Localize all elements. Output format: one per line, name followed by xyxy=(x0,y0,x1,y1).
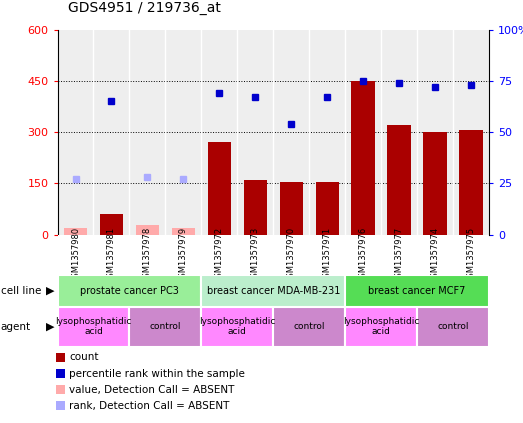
Bar xyxy=(459,130,483,235)
Text: breast cancer MCF7: breast cancer MCF7 xyxy=(368,286,466,296)
Text: breast cancer MDA-MB-231: breast cancer MDA-MB-231 xyxy=(207,286,340,296)
Text: GSM1357978: GSM1357978 xyxy=(143,227,152,283)
Text: cell line: cell line xyxy=(1,286,41,296)
Text: agent: agent xyxy=(1,322,31,332)
Bar xyxy=(315,182,339,235)
Text: lysophosphatidic
acid: lysophosphatidic acid xyxy=(55,317,132,336)
Bar xyxy=(58,307,129,347)
Text: control: control xyxy=(150,322,181,331)
Text: lysophosphatidic
acid: lysophosphatidic acid xyxy=(199,317,276,336)
Text: control: control xyxy=(437,322,469,331)
Bar xyxy=(208,143,231,235)
Text: percentile rank within the sample: percentile rank within the sample xyxy=(69,368,245,379)
Bar xyxy=(424,132,447,235)
Text: GSM1357979: GSM1357979 xyxy=(179,227,188,283)
Text: rank, Detection Call = ABSENT: rank, Detection Call = ABSENT xyxy=(69,401,230,411)
Bar xyxy=(345,275,489,307)
Bar xyxy=(273,307,345,347)
Text: control: control xyxy=(293,322,325,331)
Text: GSM1357974: GSM1357974 xyxy=(430,227,439,283)
Bar xyxy=(129,307,201,347)
Text: GSM1357977: GSM1357977 xyxy=(395,227,404,283)
Bar xyxy=(201,307,273,347)
Bar xyxy=(64,228,87,235)
Text: GSM1357971: GSM1357971 xyxy=(323,227,332,283)
Text: GSM1357976: GSM1357976 xyxy=(359,227,368,283)
Bar xyxy=(100,214,123,235)
Text: lysophosphatidic
acid: lysophosphatidic acid xyxy=(343,317,419,336)
Text: value, Detection Call = ABSENT: value, Detection Call = ABSENT xyxy=(69,385,234,395)
Text: ▶: ▶ xyxy=(47,322,55,332)
Text: GDS4951 / 219736_at: GDS4951 / 219736_at xyxy=(68,1,221,15)
Text: count: count xyxy=(69,352,98,363)
Text: GSM1357975: GSM1357975 xyxy=(467,227,475,283)
Text: prostate cancer PC3: prostate cancer PC3 xyxy=(80,286,179,296)
Text: GSM1357973: GSM1357973 xyxy=(251,227,260,283)
Bar xyxy=(345,307,417,347)
Bar xyxy=(351,81,375,235)
Bar xyxy=(417,307,489,347)
Bar xyxy=(172,228,195,235)
Text: GSM1357981: GSM1357981 xyxy=(107,227,116,283)
Bar xyxy=(388,125,411,235)
Bar xyxy=(280,182,303,235)
Text: GSM1357970: GSM1357970 xyxy=(287,227,295,283)
Text: GSM1357980: GSM1357980 xyxy=(71,227,80,283)
Bar xyxy=(244,180,267,235)
Bar xyxy=(201,275,345,307)
Bar xyxy=(136,225,159,235)
Text: ▶: ▶ xyxy=(47,286,55,296)
Bar xyxy=(58,275,201,307)
Text: GSM1357972: GSM1357972 xyxy=(215,227,224,283)
